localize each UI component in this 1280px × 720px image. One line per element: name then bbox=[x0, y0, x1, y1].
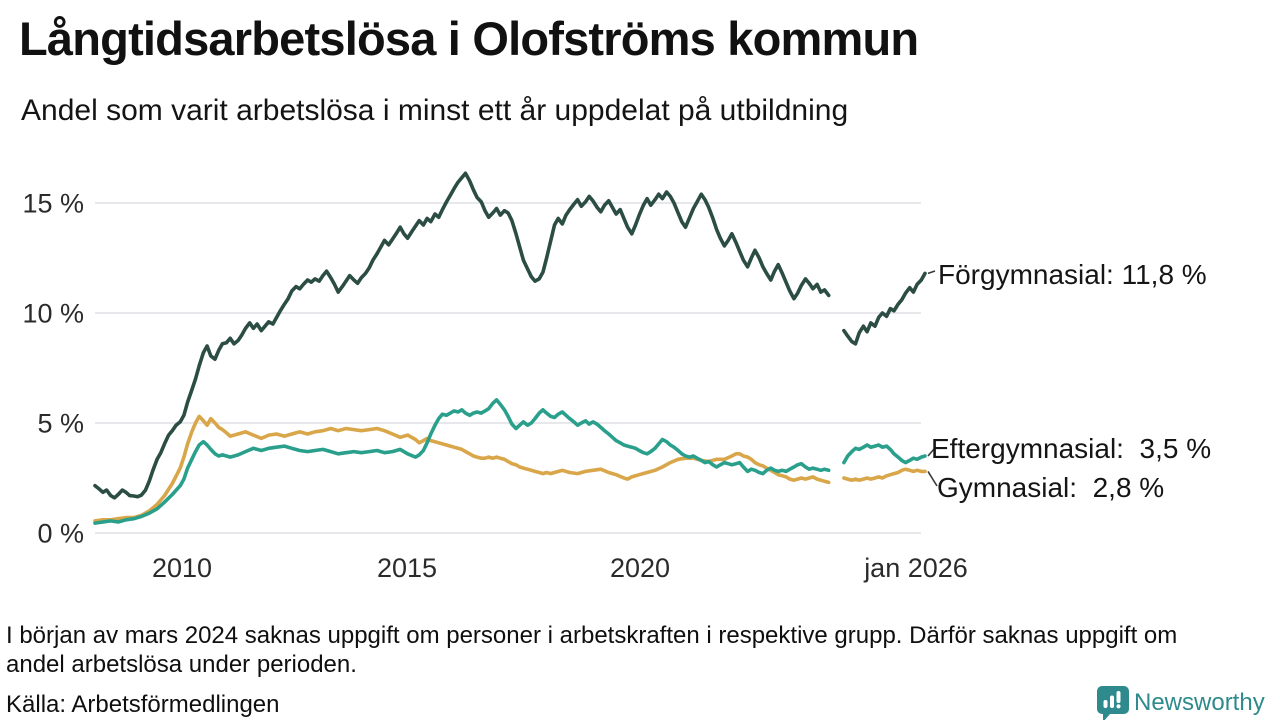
series-line-förgymnasial bbox=[842, 271, 927, 346]
x-axis-tick-label: 2020 bbox=[610, 553, 670, 583]
series-line-gymnasial bbox=[842, 467, 927, 483]
series-end-label-forgymnasial: Förgymnasial: 11,8 % bbox=[938, 259, 1207, 290]
newsworthy-wordmark: Newsworthy bbox=[1134, 689, 1265, 716]
annotation-connector bbox=[927, 448, 935, 457]
newsworthy-speech-bubble-chart-icon bbox=[1097, 686, 1129, 720]
chart-footnote: I början av mars 2024 saknas uppgift om … bbox=[6, 621, 1177, 679]
newsworthy-logo: Newsworthy bbox=[1097, 686, 1277, 720]
series-end-label-gymnasial: Gymnasial: 2,8 % bbox=[937, 472, 1165, 503]
y-axis-tick-label: 10 % bbox=[22, 299, 84, 329]
x-axis-tick-label: 2015 bbox=[377, 553, 437, 583]
source-credit: Källa: Arbetsförmedlingen bbox=[6, 691, 280, 718]
series-line-förgymnasial bbox=[93, 171, 831, 500]
annotation-connector bbox=[927, 470, 938, 487]
x-axis-tick-label: jan 2026 bbox=[863, 553, 968, 583]
annotation-connector bbox=[927, 270, 936, 275]
page-subtitle: Andel som varit arbetslösa i minst ett å… bbox=[21, 94, 849, 127]
series-end-label-eftergymnasial: Eftergymnasial: 3,5 % bbox=[931, 433, 1212, 464]
footnote-line-1: I början av mars 2024 saknas uppgift om … bbox=[6, 622, 1178, 649]
y-axis-tick-label: 5 % bbox=[37, 409, 84, 439]
y-axis-tick-label: 0 % bbox=[37, 519, 84, 549]
x-axis-tick-label: 2010 bbox=[152, 553, 212, 583]
page-title: Långtidsarbetslösa i Olofströms kommun bbox=[19, 12, 919, 65]
y-axis-tick-label: 15 % bbox=[22, 189, 84, 219]
footnote-line-2: andel arbetslösa under perioden. bbox=[6, 651, 357, 678]
series-line-gymnasial bbox=[93, 414, 831, 523]
series-line-eftergymnasial bbox=[842, 443, 927, 465]
series-line-eftergymnasial bbox=[93, 398, 831, 525]
